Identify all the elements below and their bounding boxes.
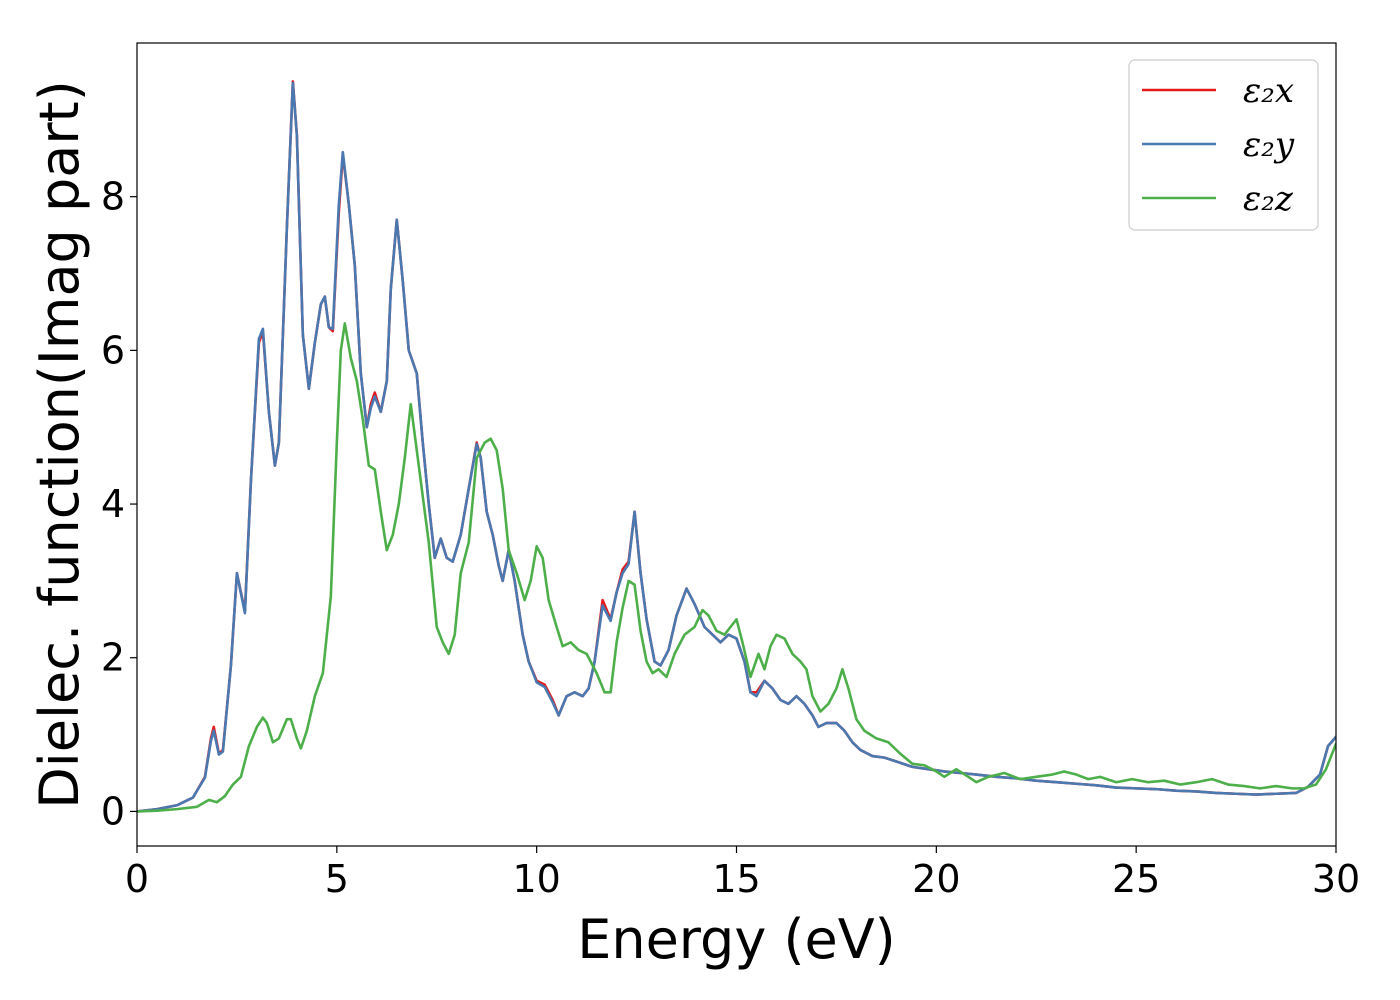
x-axis: 0 5 10 15 20 25 30 bbox=[125, 846, 1360, 901]
x-tick-label: 30 bbox=[1312, 857, 1360, 901]
y-tick-label: 8 bbox=[101, 175, 125, 219]
y-tick-label: 0 bbox=[101, 789, 125, 833]
series-line-y bbox=[137, 81, 1336, 813]
legend-box bbox=[1128, 59, 1319, 231]
y-axis: 0 2 4 6 8 bbox=[101, 175, 137, 833]
plot-lines bbox=[137, 80, 1336, 813]
series-line-z bbox=[137, 322, 1336, 813]
legend-label-z: ε₂z bbox=[1243, 179, 1294, 219]
x-tick-label: 20 bbox=[912, 857, 960, 901]
x-tick-label: 0 bbox=[125, 857, 149, 901]
legend-label-y: ε₂y bbox=[1243, 125, 1295, 165]
y-tick-label: 6 bbox=[101, 328, 125, 372]
x-tick-label: 15 bbox=[712, 857, 760, 901]
x-tick-label: 10 bbox=[512, 857, 560, 901]
y-axis-title: Dielec. function(Imag part) bbox=[28, 80, 91, 809]
x-tick-label: 5 bbox=[325, 857, 349, 901]
y-tick-label: 4 bbox=[101, 482, 125, 526]
y-tick-label: 2 bbox=[101, 636, 125, 680]
legend: ε₂x ε₂y ε₂z bbox=[1128, 59, 1319, 231]
x-axis-title: Energy (eV) bbox=[577, 908, 896, 971]
legend-label-x: ε₂x bbox=[1243, 71, 1294, 111]
x-tick-label: 25 bbox=[1112, 857, 1160, 901]
